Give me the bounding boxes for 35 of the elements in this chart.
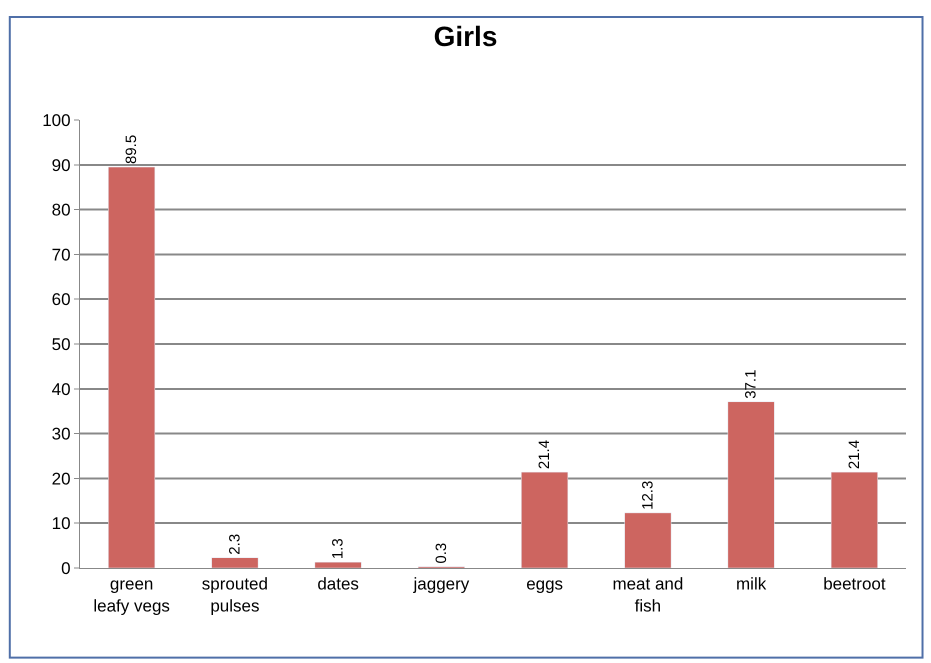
bar	[521, 472, 568, 568]
y-tick-label: 0	[61, 558, 71, 578]
bar	[830, 472, 878, 568]
x-tick-label: beetroot	[823, 574, 886, 594]
y-tick-label: 90	[52, 156, 71, 175]
y-tick-label: 20	[52, 469, 71, 488]
bar	[314, 562, 362, 568]
y-tick-label: 10	[52, 514, 71, 534]
x-tick-label: jaggery	[412, 574, 470, 594]
y-tick-label: 70	[52, 245, 71, 264]
bar	[108, 166, 156, 568]
data-label: 2.3	[226, 534, 244, 555]
data-label: 12.3	[639, 480, 656, 510]
bar	[624, 512, 672, 568]
x-tick-label: green leafy vegs	[93, 574, 170, 616]
y-tick-label: 50	[52, 334, 71, 354]
x-tick-label: sprouted pulses	[202, 574, 268, 616]
bar	[728, 402, 775, 568]
data-label: 0.3	[432, 542, 450, 564]
data-label: 89.5	[123, 134, 140, 164]
y-tick-label: 60	[52, 290, 71, 310]
x-tick-label: milk	[736, 574, 767, 594]
y-tick-label: 80	[52, 200, 71, 220]
y-tick-label: 40	[52, 380, 71, 399]
data-label: 21.4	[536, 440, 554, 470]
y-tick-label: 30	[52, 424, 71, 444]
x-tick-label: dates	[317, 574, 359, 594]
y-tick-label: 100	[42, 110, 71, 130]
bar	[211, 557, 258, 568]
data-label: 1.3	[330, 538, 347, 560]
x-tick-label: meat and fish	[612, 574, 684, 616]
data-label: 21.4	[846, 440, 863, 470]
x-tick-label: eggs	[526, 574, 564, 594]
chart-title: Girls	[434, 21, 498, 52]
data-label: 37.1	[742, 370, 760, 399]
